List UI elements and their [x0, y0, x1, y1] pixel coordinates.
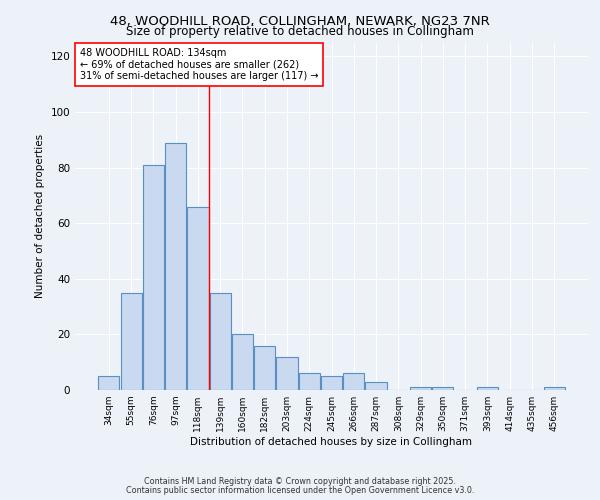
X-axis label: Distribution of detached houses by size in Collingham: Distribution of detached houses by size …	[191, 437, 473, 447]
Bar	[209, 292, 231, 390]
Text: Size of property relative to detached houses in Collingham: Size of property relative to detached ho…	[126, 25, 474, 38]
Bar	[143, 165, 164, 390]
Bar	[98, 376, 119, 390]
Bar	[432, 387, 454, 390]
Bar	[121, 292, 142, 390]
Bar	[187, 206, 209, 390]
Bar	[365, 382, 386, 390]
Bar	[410, 387, 431, 390]
Text: 48, WOODHILL ROAD, COLLINGHAM, NEWARK, NG23 7NR: 48, WOODHILL ROAD, COLLINGHAM, NEWARK, N…	[110, 15, 490, 28]
Text: 48 WOODHILL ROAD: 134sqm
← 69% of detached houses are smaller (262)
31% of semi-: 48 WOODHILL ROAD: 134sqm ← 69% of detach…	[80, 48, 319, 81]
Text: Contains public sector information licensed under the Open Government Licence v3: Contains public sector information licen…	[126, 486, 474, 495]
Bar	[343, 374, 364, 390]
Text: Contains HM Land Registry data © Crown copyright and database right 2025.: Contains HM Land Registry data © Crown c…	[144, 477, 456, 486]
Y-axis label: Number of detached properties: Number of detached properties	[35, 134, 45, 298]
Bar	[165, 142, 186, 390]
Bar	[321, 376, 342, 390]
Bar	[477, 387, 498, 390]
Bar	[277, 356, 298, 390]
Bar	[254, 346, 275, 390]
Bar	[299, 374, 320, 390]
Bar	[232, 334, 253, 390]
Bar	[544, 387, 565, 390]
